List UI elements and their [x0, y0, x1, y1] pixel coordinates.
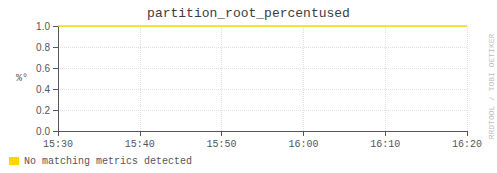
svg-text:15:40: 15:40	[125, 139, 155, 150]
svg-text:%°: %°	[16, 73, 28, 84]
svg-text:0.4: 0.4	[36, 84, 50, 95]
svg-text:0.2: 0.2	[36, 105, 50, 116]
svg-text:16:10: 16:10	[370, 139, 400, 150]
svg-text:0.8: 0.8	[36, 42, 50, 53]
svg-text:0.0: 0.0	[36, 126, 50, 137]
svg-text:1.0: 1.0	[36, 21, 50, 32]
svg-text:15:30: 15:30	[43, 139, 73, 150]
svg-text:partition_root_percentused: partition_root_percentused	[147, 6, 350, 21]
svg-text:16:20: 16:20	[452, 139, 482, 150]
svg-text:No matching metrics detected: No matching metrics detected	[24, 156, 192, 167]
svg-text:15:50: 15:50	[207, 139, 237, 150]
svg-text:16:00: 16:00	[288, 139, 318, 150]
svg-text:0.6: 0.6	[36, 63, 50, 74]
svg-text:RRDTOOL / TOBI OETIKER: RRDTOOL / TOBI OETIKER	[487, 33, 496, 139]
